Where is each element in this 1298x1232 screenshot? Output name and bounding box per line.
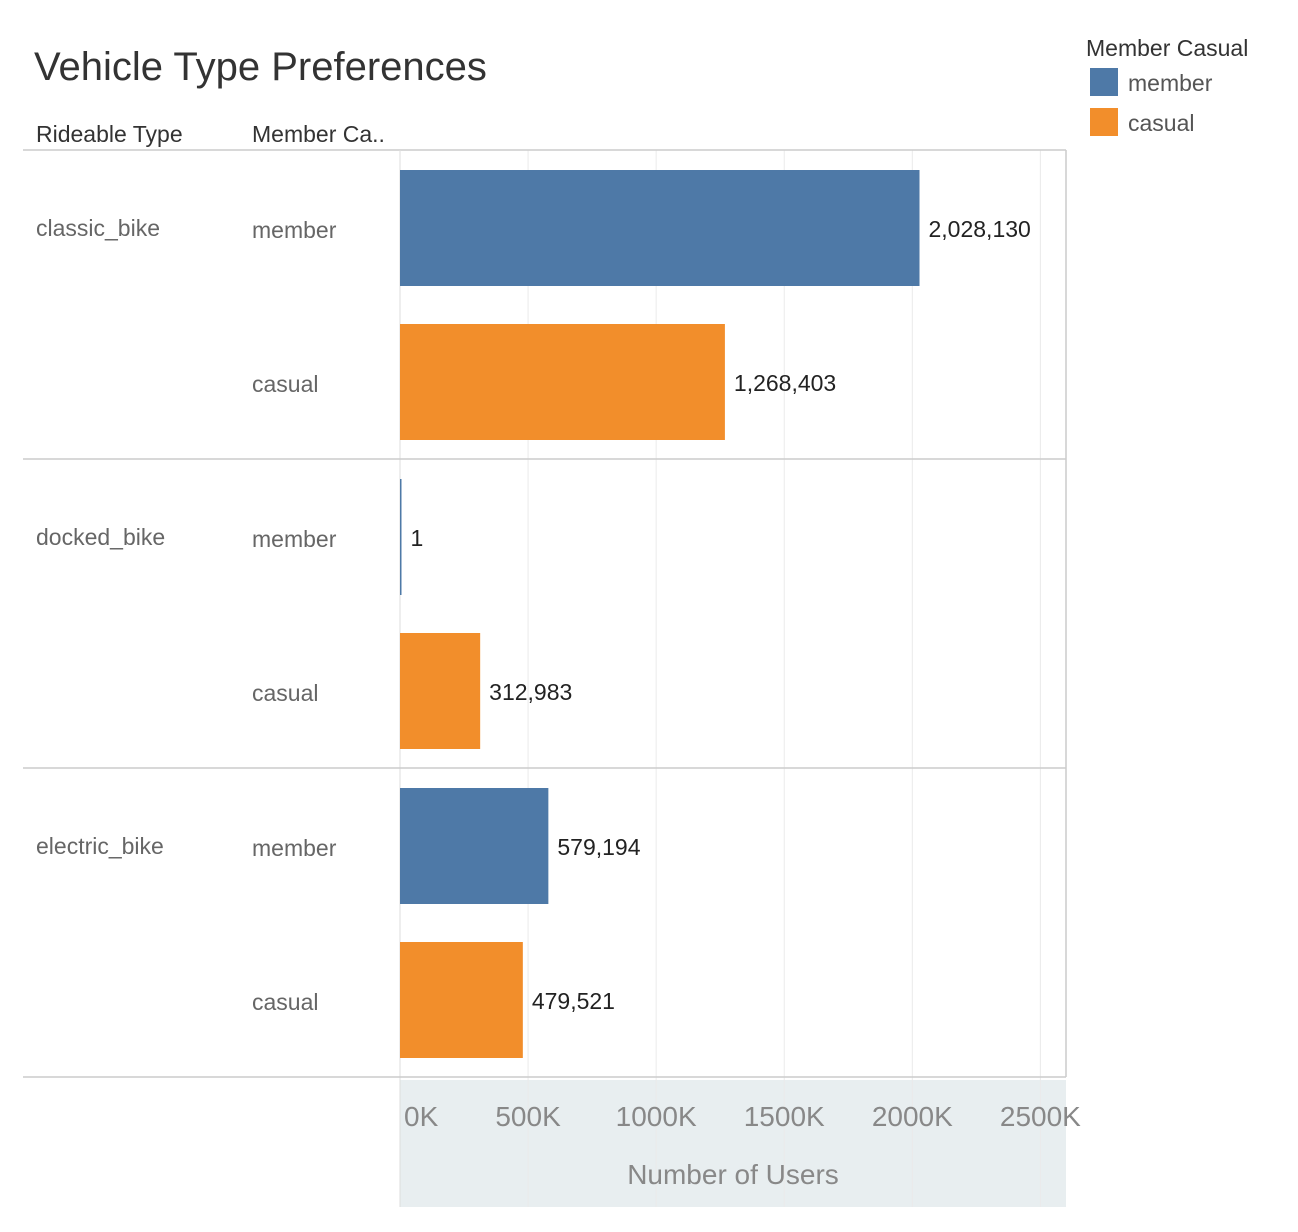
group-label-electric_bike: electric_bike — [36, 833, 164, 859]
data-label-classic_bike-casual: 1,268,403 — [734, 370, 836, 396]
group-label-docked_bike: docked_bike — [36, 524, 165, 550]
x-axis-ticks: 0K 500K 1000K 1500K 2000K 2500K — [404, 1101, 1081, 1132]
legend-swatch-member — [1090, 68, 1118, 96]
segment-label-docked_bike-member: member — [252, 526, 337, 552]
legend-title: Member Casual — [1086, 35, 1248, 61]
segment-label-classic_bike-casual: casual — [252, 371, 318, 397]
bar-docked_bike-member — [400, 479, 402, 595]
member-casual-header: Member Ca.. — [252, 121, 385, 147]
legend-label-casual: casual — [1128, 110, 1194, 136]
x-tick-label-2: 1000K — [616, 1101, 697, 1132]
x-tick-label-1: 500K — [495, 1101, 561, 1132]
data-label-docked_bike-member: 1 — [411, 525, 424, 551]
legend: member casual — [1090, 68, 1213, 136]
gridlines — [527, 150, 1041, 1207]
x-tick-label-0: 0K — [404, 1101, 439, 1132]
bar-classic_bike-casual — [400, 324, 725, 440]
x-axis-title: Number of Users — [627, 1159, 839, 1190]
data-label-classic_bike-member: 2,028,130 — [929, 216, 1031, 242]
x-tick-label-4: 2000K — [872, 1101, 953, 1132]
x-tick-label-5: 2500K — [1000, 1101, 1081, 1132]
legend-label-member: member — [1128, 70, 1213, 96]
x-tick-label-3: 1500K — [744, 1101, 825, 1132]
bars — [400, 170, 920, 1058]
segment-label-classic_bike-member: member — [252, 217, 337, 243]
bar-electric_bike-member — [400, 788, 549, 904]
data-label-docked_bike-casual: 312,983 — [489, 679, 572, 705]
chart-title: Vehicle Type Preferences — [34, 45, 487, 89]
bar-electric_bike-casual — [400, 942, 523, 1058]
data-label-electric_bike-member: 579,194 — [557, 834, 640, 860]
group-label-classic_bike: classic_bike — [36, 215, 160, 241]
bar-classic_bike-member — [400, 170, 920, 286]
segment-label-electric_bike-member: member — [252, 835, 337, 861]
segment-label-docked_bike-casual: casual — [252, 680, 318, 706]
segment-label-electric_bike-casual: casual — [252, 989, 318, 1015]
rideable-type-header: Rideable Type — [36, 121, 183, 147]
bar-docked_bike-casual — [400, 633, 481, 749]
data-label-electric_bike-casual: 479,521 — [532, 988, 615, 1014]
legend-swatch-casual — [1090, 108, 1118, 136]
x-axis-band — [400, 1080, 1066, 1207]
